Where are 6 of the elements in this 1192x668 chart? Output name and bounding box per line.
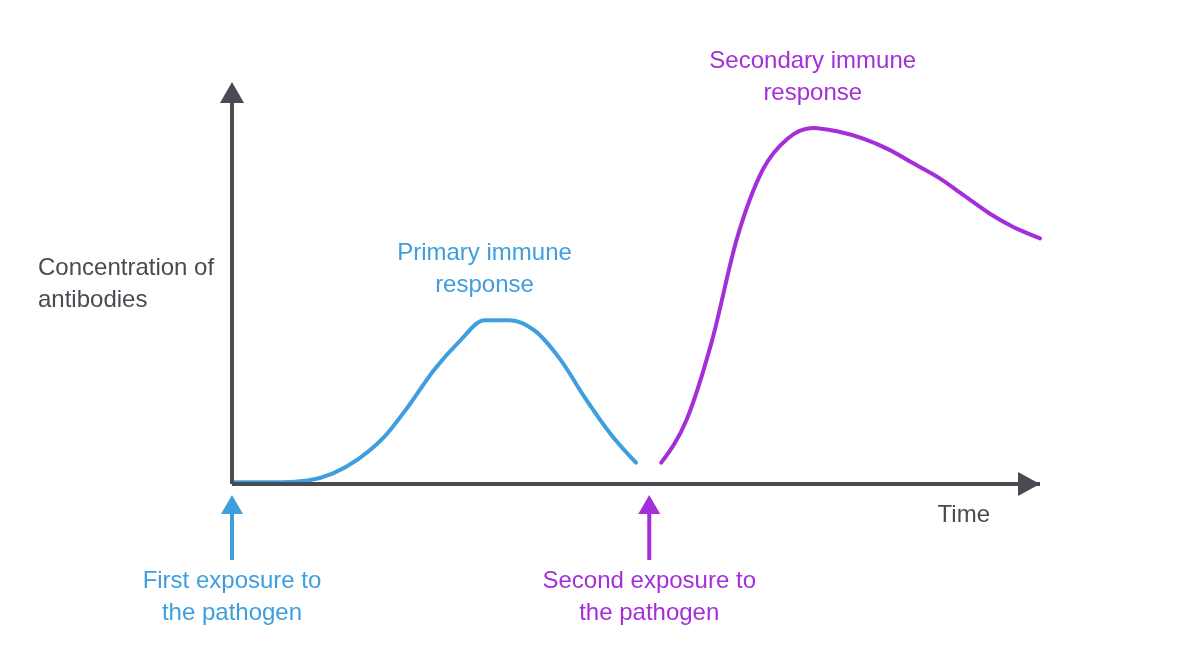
text: Secondary immune response [709, 46, 917, 105]
text: Second exposure to the pathogen [542, 566, 756, 625]
y-axis-title: Concentration of antibodies [38, 253, 215, 312]
text: Primary immune response [397, 238, 572, 298]
text: First exposure to the pathogen [142, 566, 322, 625]
x-axis-title: Time [937, 500, 990, 527]
